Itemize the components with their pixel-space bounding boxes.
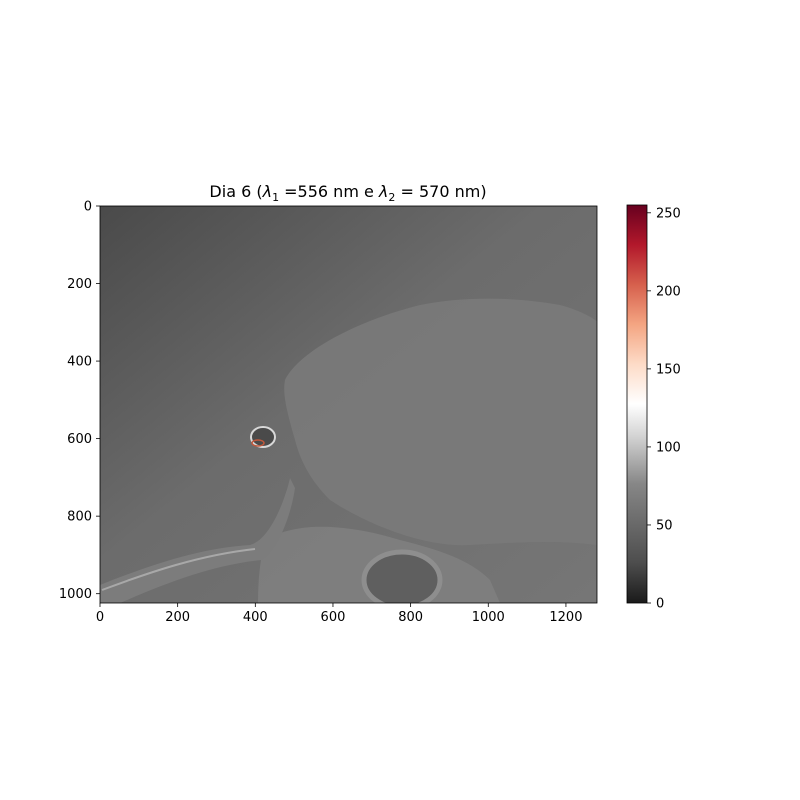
y-tick-label: 1000	[59, 587, 92, 602]
specimen-eye	[361, 549, 443, 603]
colorbar-tick-label: 250	[656, 206, 681, 221]
colorbar	[626, 204, 648, 604]
x-axis-ticks: 0 200 400 600 800 1000 1200	[96, 603, 582, 625]
x-tick-label: 600	[321, 610, 346, 625]
x-tick-label: 0	[96, 610, 104, 625]
colorbar-tick-label: 100	[656, 440, 681, 455]
x-tick-label: 800	[398, 610, 423, 625]
y-tick-label: 200	[67, 277, 92, 292]
y-tick-label: 400	[67, 355, 92, 370]
y-tick-label: 0	[84, 200, 92, 215]
x-tick-label: 1200	[549, 610, 582, 625]
x-tick-label: 400	[243, 610, 268, 625]
colorbar-tick-label: 0	[656, 597, 664, 612]
y-axis-ticks: 0 200 400 600 800 1000	[59, 200, 100, 602]
specimen-body	[284, 298, 597, 546]
x-tick-label: 200	[165, 610, 190, 625]
x-tick-label: 1000	[472, 610, 505, 625]
colorbar-tick-label: 50	[656, 518, 673, 533]
colorbar-tick-label: 200	[656, 284, 681, 299]
axes-frame	[99, 205, 598, 604]
bubble-highlight	[251, 439, 265, 447]
y-tick-label: 600	[67, 432, 92, 447]
specimen-tail-edge	[101, 548, 256, 591]
chart-title: Dia 6 (λ1 =556 nm e λ2 = 570 nm)	[209, 182, 486, 204]
specimen-tail	[100, 478, 295, 603]
bubble-artifact	[250, 426, 276, 448]
colorbar-tick-label: 150	[656, 362, 681, 377]
heatmap-image	[100, 206, 597, 603]
colorbar-ticks: 0 50 100 150 200 250	[647, 206, 681, 612]
y-tick-label: 800	[67, 510, 92, 525]
